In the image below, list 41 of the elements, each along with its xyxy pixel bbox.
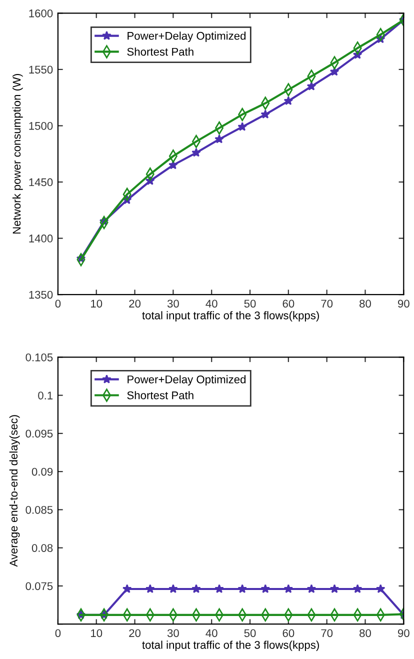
- legend-label: Power+Delay Optimized: [128, 32, 246, 42]
- x-tick-label: 60: [282, 629, 294, 638]
- x-tick-label: 40: [206, 300, 218, 308]
- x-tick-label: 90: [398, 629, 410, 638]
- x-tick-label: 10: [91, 300, 102, 308]
- y-axis-title: Average end-to-end delay(sec): [9, 415, 20, 567]
- x-tick-label: 50: [244, 629, 256, 638]
- x-tick-label: 90: [398, 300, 410, 308]
- x-tick-label: 50: [244, 300, 256, 308]
- y-axis-title: Network power consumption (W): [12, 74, 23, 234]
- x-tick-label: 60: [282, 300, 294, 308]
- x-tick-label: 0: [55, 629, 61, 638]
- x-tick-label: 40: [206, 629, 218, 638]
- y-tick-label: 0.105: [26, 353, 53, 362]
- y-tick-label: 1400: [29, 234, 53, 242]
- y-tick-label: 0.09: [32, 468, 53, 476]
- y-tick-label: 0.1: [38, 392, 53, 400]
- y-tick-label: 1350: [29, 290, 53, 299]
- legend-label: Shortest Path: [127, 391, 194, 400]
- x-tick-label: 70: [321, 300, 333, 308]
- y-tick-label: 1450: [29, 178, 53, 186]
- x-tick-label: 20: [129, 629, 141, 638]
- legend-label: Shortest Path: [127, 48, 194, 56]
- y-tick-label: 0.075: [26, 582, 53, 590]
- x-axis-title: total input traffic of the 3 flows(kpps): [142, 311, 319, 322]
- x-tick-label: 80: [360, 300, 371, 308]
- x-tick-label: 80: [360, 629, 371, 638]
- x-tick-label: 10: [91, 629, 102, 638]
- y-tick-label: 1500: [29, 122, 53, 130]
- x-tick-label: 30: [167, 629, 179, 638]
- x-tick-label: 20: [129, 300, 141, 308]
- x-tick-label: 70: [321, 629, 333, 638]
- y-tick-label: 0.095: [26, 430, 53, 438]
- x-tick-label: 0: [55, 300, 61, 308]
- y-tick-label: 0.08: [32, 544, 53, 552]
- y-tick-label: 0.085: [26, 506, 53, 514]
- y-tick-label: 1600: [29, 9, 53, 18]
- x-axis-title: total input traffic of the 3 flows(kpps): [142, 640, 319, 652]
- legend-label: Power+Delay Optimized: [128, 375, 246, 386]
- x-tick-label: 30: [167, 300, 179, 308]
- y-tick-label: 1550: [29, 66, 53, 74]
